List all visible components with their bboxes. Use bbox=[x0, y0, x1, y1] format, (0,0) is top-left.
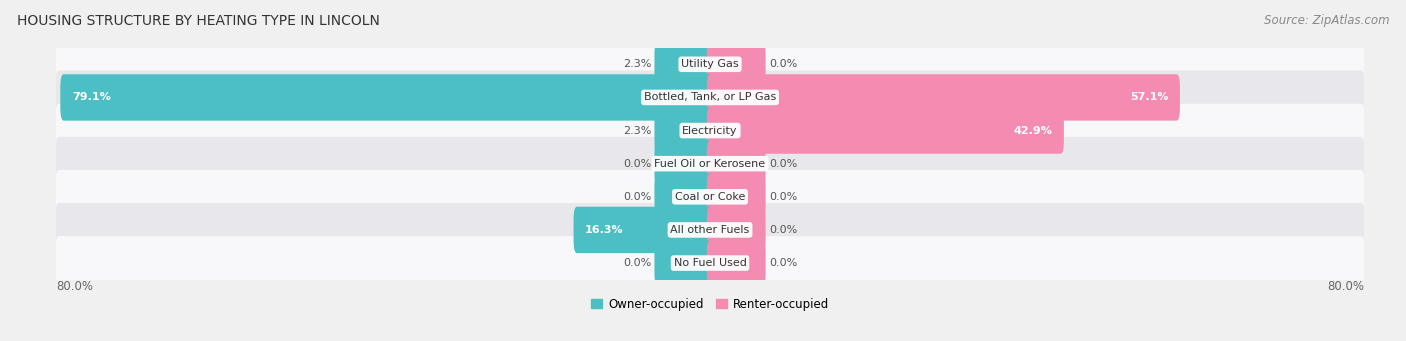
FancyBboxPatch shape bbox=[55, 203, 1365, 257]
Text: 80.0%: 80.0% bbox=[56, 280, 93, 293]
Text: 16.3%: 16.3% bbox=[585, 225, 624, 235]
FancyBboxPatch shape bbox=[707, 41, 766, 88]
FancyBboxPatch shape bbox=[60, 74, 713, 121]
Text: 2.3%: 2.3% bbox=[623, 125, 651, 136]
Text: 0.0%: 0.0% bbox=[623, 258, 651, 268]
FancyBboxPatch shape bbox=[55, 137, 1365, 191]
Legend: Owner-occupied, Renter-occupied: Owner-occupied, Renter-occupied bbox=[586, 293, 834, 315]
FancyBboxPatch shape bbox=[707, 240, 766, 286]
Text: Fuel Oil or Kerosene: Fuel Oil or Kerosene bbox=[654, 159, 766, 169]
Text: 0.0%: 0.0% bbox=[769, 225, 797, 235]
Text: Electricity: Electricity bbox=[682, 125, 738, 136]
FancyBboxPatch shape bbox=[55, 38, 1365, 91]
Text: 0.0%: 0.0% bbox=[623, 192, 651, 202]
Text: 0.0%: 0.0% bbox=[769, 192, 797, 202]
Text: 0.0%: 0.0% bbox=[769, 59, 797, 69]
Text: 0.0%: 0.0% bbox=[769, 159, 797, 169]
FancyBboxPatch shape bbox=[654, 41, 713, 88]
FancyBboxPatch shape bbox=[654, 140, 713, 187]
FancyBboxPatch shape bbox=[55, 104, 1365, 158]
FancyBboxPatch shape bbox=[654, 240, 713, 286]
FancyBboxPatch shape bbox=[55, 71, 1365, 124]
FancyBboxPatch shape bbox=[55, 170, 1365, 224]
FancyBboxPatch shape bbox=[707, 140, 766, 187]
Text: 2.3%: 2.3% bbox=[623, 59, 651, 69]
FancyBboxPatch shape bbox=[574, 207, 713, 253]
FancyBboxPatch shape bbox=[654, 174, 713, 220]
Text: All other Fuels: All other Fuels bbox=[671, 225, 749, 235]
Text: 0.0%: 0.0% bbox=[623, 159, 651, 169]
Text: No Fuel Used: No Fuel Used bbox=[673, 258, 747, 268]
Text: Source: ZipAtlas.com: Source: ZipAtlas.com bbox=[1264, 14, 1389, 27]
Text: 57.1%: 57.1% bbox=[1130, 92, 1168, 102]
FancyBboxPatch shape bbox=[55, 236, 1365, 290]
Text: 79.1%: 79.1% bbox=[72, 92, 111, 102]
Text: Utility Gas: Utility Gas bbox=[682, 59, 738, 69]
Text: 42.9%: 42.9% bbox=[1014, 125, 1053, 136]
FancyBboxPatch shape bbox=[707, 107, 1064, 154]
Text: 0.0%: 0.0% bbox=[769, 258, 797, 268]
FancyBboxPatch shape bbox=[707, 74, 1180, 121]
FancyBboxPatch shape bbox=[654, 107, 713, 154]
FancyBboxPatch shape bbox=[707, 174, 766, 220]
Text: Bottled, Tank, or LP Gas: Bottled, Tank, or LP Gas bbox=[644, 92, 776, 102]
Text: Coal or Coke: Coal or Coke bbox=[675, 192, 745, 202]
Text: 80.0%: 80.0% bbox=[1327, 280, 1364, 293]
FancyBboxPatch shape bbox=[707, 207, 766, 253]
Text: HOUSING STRUCTURE BY HEATING TYPE IN LINCOLN: HOUSING STRUCTURE BY HEATING TYPE IN LIN… bbox=[17, 14, 380, 28]
